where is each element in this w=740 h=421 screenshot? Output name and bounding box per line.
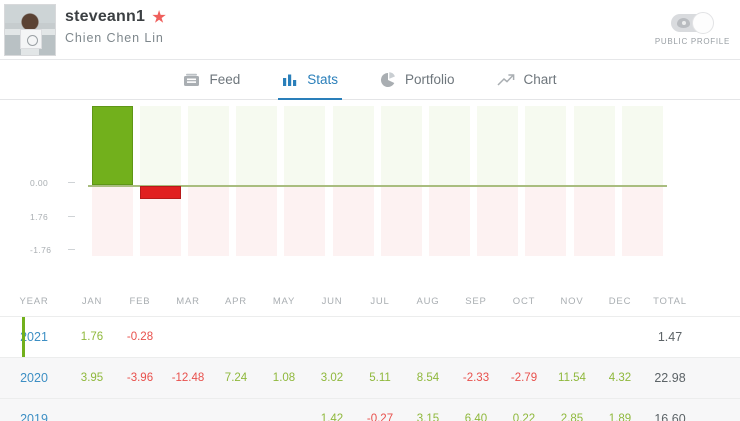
row-cell-jul: -0.27 <box>366 413 394 421</box>
chart-column-band <box>188 106 229 256</box>
row-cell-dec: 4.32 <box>608 372 632 384</box>
row-cell-aug: 3.15 <box>416 413 440 421</box>
nav-tabs: Feed Stats Portfolio Chart <box>0 60 740 100</box>
y-axis-label-zero: 0.00 <box>30 178 49 188</box>
chart-column-band <box>573 106 615 256</box>
row-cell-feb: -3.96 <box>126 372 154 384</box>
zero-baseline <box>88 185 667 187</box>
username: steveann1 <box>65 8 146 25</box>
column-header-apr: APR <box>225 295 247 307</box>
column-header-mar: MAR <box>176 295 200 307</box>
chart-column-band <box>477 106 519 256</box>
eye-icon <box>677 18 691 28</box>
row-cell-jul: 5.11 <box>369 372 391 384</box>
row-total: 16.60 <box>654 412 686 421</box>
tab-feed[interactable]: Feed <box>179 60 244 99</box>
column-header-total: TOTAL <box>653 295 687 307</box>
column-header-aug: AUG <box>416 295 440 307</box>
chart-column-band <box>284 106 326 256</box>
tab-feed-label: Feed <box>209 72 241 87</box>
chart-bar-feb[interactable] <box>139 186 181 199</box>
identity-block: steveann1 Chien Chen Lin <box>65 8 166 45</box>
tab-stats-label: Stats <box>307 72 338 87</box>
chart-column-band <box>236 106 278 256</box>
row-cell-dec: 1.89 <box>608 413 632 421</box>
row-cell-jun: 3.02 <box>320 372 344 384</box>
row-cell-jan: 3.95 <box>80 372 104 384</box>
row-cell-nov: 2.85 <box>560 413 584 421</box>
tab-stats[interactable]: Stats <box>278 60 342 100</box>
table-row[interactable]: 2019 1.42 -0.27 3.15 6.40 0.22 2.85 1.89 16.60 <box>0 398 740 421</box>
y-tick-max <box>68 216 75 217</box>
trend-up-icon <box>497 73 515 87</box>
table-header-row: YEAR JAN FEB MAR APR MAY JUN JUL AUG SEP OCT NOV DEC… <box>0 286 740 316</box>
pie-chart-icon <box>380 71 396 88</box>
bar-chart-icon <box>282 73 298 87</box>
chart-column-band <box>380 106 422 256</box>
chart-column-band <box>139 106 181 256</box>
avatar-shape-right <box>39 35 55 55</box>
chart-column-band <box>429 106 470 256</box>
tab-chart-label: Chart <box>523 72 557 87</box>
column-header-may: MAY <box>272 295 296 307</box>
row-accent-bar <box>22 317 25 357</box>
table-row[interactable]: 2020 3.95 -3.96 -12.48 7.24 1.08 3.02 5.11 8.54 -… <box>0 357 740 398</box>
public-profile-toggle[interactable] <box>671 12 715 34</box>
column-header-oct: OCT <box>512 295 536 307</box>
real-name: Chien Chen Lin <box>65 31 164 45</box>
chart-plot-area <box>88 105 667 256</box>
y-tick-zero <box>68 182 75 183</box>
row-cell-mar: -12.48 <box>171 372 205 384</box>
public-profile-control[interactable]: PUBLIC PROFILE <box>654 12 730 46</box>
row-cell-oct: 0.22 <box>512 413 536 421</box>
tab-chart[interactable]: Chart <box>493 60 561 99</box>
column-header-jan: JAN <box>81 295 103 307</box>
column-header-jun: JUN <box>321 295 343 307</box>
column-header-sep: SEP <box>465 295 487 307</box>
row-year[interactable]: 2020 <box>20 371 48 385</box>
row-cell-sep: 6.40 <box>464 413 488 421</box>
returns-table: YEAR JAN FEB MAR APR MAY JUN JUL AUG SEP OCT NOV DEC… <box>0 286 740 421</box>
chart-bar-jan[interactable] <box>91 105 133 185</box>
chart-column-band <box>332 106 374 256</box>
y-tick-min <box>68 249 75 250</box>
inbox-icon <box>183 73 200 87</box>
chart-column-band <box>525 106 567 256</box>
tab-portfolio[interactable]: Portfolio <box>376 60 459 99</box>
avatar-card <box>20 29 42 49</box>
row-total: 22.98 <box>654 371 686 385</box>
chart-column-band <box>621 106 663 256</box>
table-row[interactable]: 2021 1.76 -0.28 1.47 <box>0 316 740 357</box>
row-total: 1.47 <box>657 330 683 344</box>
column-header-dec: DEC <box>608 295 632 307</box>
column-header-nov: NOV <box>560 295 584 307</box>
avatar-shape-left <box>5 35 21 55</box>
profile-header: steveann1 Chien Chen Lin PUBLIC PROFILE <box>0 0 740 60</box>
column-header-jul: JUL <box>370 295 390 307</box>
row-cell-feb: -0.28 <box>126 331 154 343</box>
y-axis-label-max: 1.76 <box>30 212 49 222</box>
row-cell-apr: 7.24 <box>224 372 248 384</box>
row-cell-aug: 8.54 <box>416 372 440 384</box>
column-header-feb: FEB <box>129 295 151 307</box>
monthly-returns-chart: 1.76 0.00 -1.76 <box>0 100 740 286</box>
row-cell-nov: 11.54 <box>558 372 586 384</box>
tab-portfolio-label: Portfolio <box>405 72 455 87</box>
row-cell-may: 1.08 <box>272 372 296 384</box>
public-profile-label: PUBLIC PROFILE <box>654 37 730 46</box>
y-axis-label-min: -1.76 <box>30 245 52 255</box>
toggle-knob[interactable] <box>692 12 715 34</box>
row-cell-sep: -2.33 <box>462 372 490 384</box>
row-year[interactable]: 2021 <box>20 330 48 344</box>
column-header-year: YEAR <box>19 295 49 307</box>
row-cell-jan: 1.76 <box>80 331 104 343</box>
row-year[interactable]: 2019 <box>20 412 48 421</box>
star-icon <box>152 10 166 23</box>
row-cell-jun: 1.42 <box>320 413 344 421</box>
table-body: 2021 1.76 -0.28 1.47 2020 3.95 -3.96 -12.48 7.24… <box>0 316 740 421</box>
avatar[interactable] <box>4 4 56 56</box>
row-cell-oct: -2.79 <box>510 372 538 384</box>
